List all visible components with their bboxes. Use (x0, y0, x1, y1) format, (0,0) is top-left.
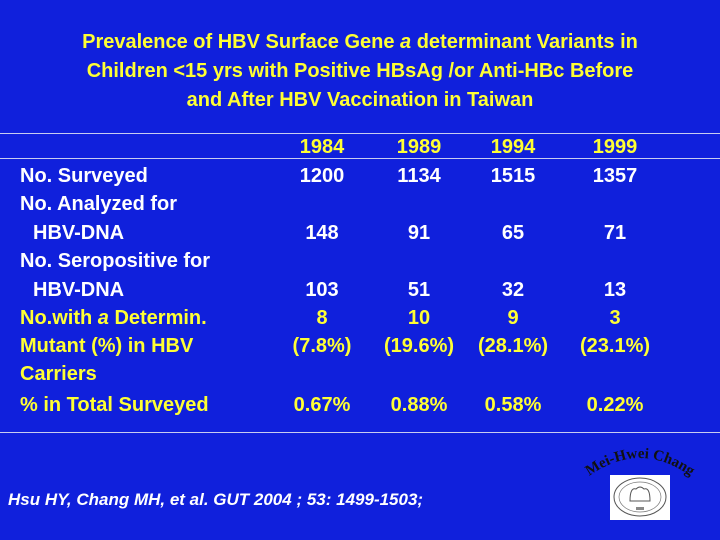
row-label: HBV-DNA (33, 222, 125, 244)
table-row: No. Analyzed for (0, 190, 720, 218)
cell: 3 (609, 307, 621, 329)
cell: 9 (507, 307, 519, 329)
cell: 13 (603, 279, 627, 301)
table-row: Carriers (0, 360, 720, 388)
seal-logo: Mei-Hwei Chang (583, 446, 698, 520)
divider-bottom (0, 432, 720, 433)
title-line-2: Children <15 yrs with Positive HBsAg /or… (86, 60, 634, 82)
cell: 71 (603, 222, 627, 244)
cell: 32 (501, 279, 525, 301)
table-row: Mutant (%) in HBV (7.8%) (19.6%) (28.1%)… (0, 332, 720, 360)
cell: 91 (407, 222, 431, 244)
cell: (19.6%) (383, 335, 455, 357)
table-row: % in Total Surveyed 0.67% 0.88% 0.58% 0.… (0, 391, 720, 419)
table-row: HBV-DNA 103 51 32 13 (0, 276, 720, 304)
title-line-3: and After HBV Vaccination in Taiwan (186, 89, 534, 111)
divider-header (0, 158, 720, 159)
title-italic-a: a (400, 31, 412, 53)
row-label: No.with a Determin. (20, 304, 207, 332)
year-header: 1984 (299, 136, 345, 158)
cell: 148 (305, 222, 339, 244)
row-label: Carriers (20, 363, 97, 385)
cell: 1357 (592, 165, 638, 187)
year-header: 1989 (396, 136, 442, 158)
table-row: No.with a Determin. 8 10 9 3 (0, 304, 720, 332)
year-header: 1994 (490, 136, 536, 158)
cell: 51 (407, 279, 431, 301)
cell: 0.58% (484, 394, 542, 416)
cell: (7.8%) (292, 335, 352, 357)
row-label: No. Analyzed for (20, 193, 178, 215)
svg-text:Mei-Hwei Chang: Mei-Hwei Chang (583, 446, 698, 480)
cell: 0.88% (390, 394, 448, 416)
label-italic: a (97, 307, 109, 329)
label-part: No.with (20, 307, 98, 329)
row-label: Mutant (%) in HBV (20, 335, 194, 357)
cell: 1515 (490, 165, 536, 187)
table-row: No. Seropositive for (0, 247, 720, 275)
cell: 1134 (397, 165, 441, 187)
cell: 1200 (299, 165, 345, 187)
divider-top (0, 133, 720, 134)
cell: (28.1%) (477, 335, 549, 357)
cell: 8 (316, 307, 328, 329)
title-line-1: Prevalence of HBV Surface Gene a determi… (82, 31, 638, 53)
cell: 103 (305, 279, 339, 301)
slide-title: Prevalence of HBV Surface Gene a determi… (0, 28, 720, 115)
cell: 10 (407, 307, 431, 329)
cell: 65 (501, 222, 525, 244)
cell: 0.67% (293, 394, 351, 416)
header-row: 1984 1989 1994 1999 (0, 133, 720, 161)
row-label: No. Seropositive for (20, 250, 211, 272)
year-header: 1999 (592, 136, 638, 158)
label-part: Determin. (108, 307, 207, 329)
cell: (23.1%) (579, 335, 651, 357)
table-row: HBV-DNA 148 91 65 71 (0, 219, 720, 247)
row-label: % in Total Surveyed (20, 394, 209, 416)
cell: 0.22% (586, 394, 644, 416)
row-label: HBV-DNA (33, 279, 125, 301)
row-label: No. Surveyed (20, 165, 148, 187)
citation: Hsu HY, Chang MH, et al. GUT 2004 ; 53: … (8, 490, 424, 509)
table-row: No. Surveyed 1200 1134 1515 1357 (0, 162, 720, 190)
